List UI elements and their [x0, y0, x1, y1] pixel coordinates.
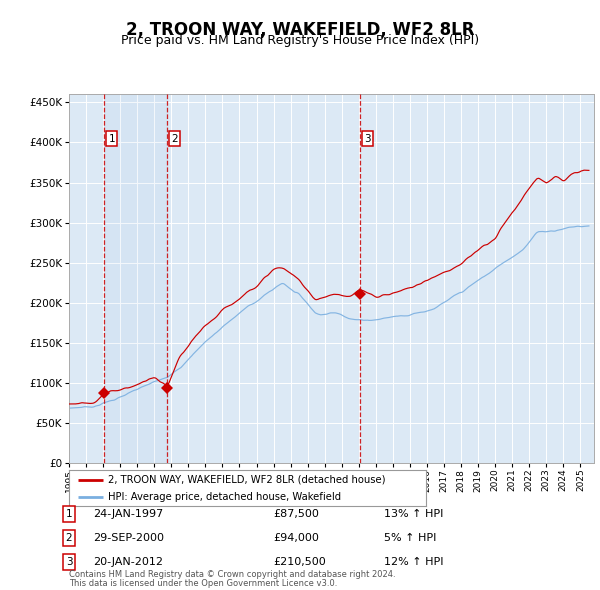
- Text: Contains HM Land Registry data © Crown copyright and database right 2024.: Contains HM Land Registry data © Crown c…: [69, 571, 395, 579]
- Text: 3: 3: [364, 134, 371, 143]
- Text: HPI: Average price, detached house, Wakefield: HPI: Average price, detached house, Wake…: [107, 492, 341, 502]
- Text: 2: 2: [65, 533, 73, 543]
- Text: Price paid vs. HM Land Registry's House Price Index (HPI): Price paid vs. HM Land Registry's House …: [121, 34, 479, 47]
- Text: 29-SEP-2000: 29-SEP-2000: [93, 533, 164, 543]
- Text: £94,000: £94,000: [273, 533, 319, 543]
- Text: 2, TROON WAY, WAKEFIELD, WF2 8LR: 2, TROON WAY, WAKEFIELD, WF2 8LR: [126, 21, 474, 39]
- Text: 1: 1: [65, 509, 73, 519]
- Text: 1: 1: [109, 134, 115, 143]
- Text: 13% ↑ HPI: 13% ↑ HPI: [384, 509, 443, 519]
- Text: 2: 2: [171, 134, 178, 143]
- Text: £210,500: £210,500: [273, 558, 326, 567]
- Text: 3: 3: [65, 558, 73, 567]
- Text: 2, TROON WAY, WAKEFIELD, WF2 8LR (detached house): 2, TROON WAY, WAKEFIELD, WF2 8LR (detach…: [107, 475, 385, 485]
- Text: 12% ↑ HPI: 12% ↑ HPI: [384, 558, 443, 567]
- Text: 24-JAN-1997: 24-JAN-1997: [93, 509, 163, 519]
- Text: £87,500: £87,500: [273, 509, 319, 519]
- Bar: [104, 94, 167, 463]
- Text: 20-JAN-2012: 20-JAN-2012: [93, 558, 163, 567]
- Text: This data is licensed under the Open Government Licence v3.0.: This data is licensed under the Open Gov…: [69, 579, 337, 588]
- Text: 5% ↑ HPI: 5% ↑ HPI: [384, 533, 436, 543]
